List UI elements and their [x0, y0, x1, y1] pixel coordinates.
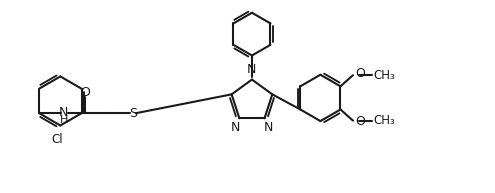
Text: N: N [59, 106, 68, 119]
Text: Cl: Cl [51, 134, 62, 146]
Text: N: N [264, 121, 273, 134]
Text: CH₃: CH₃ [373, 69, 395, 82]
Text: N: N [231, 121, 240, 134]
Text: CH₃: CH₃ [373, 114, 395, 127]
Text: O: O [355, 67, 365, 80]
Text: H: H [59, 115, 68, 125]
Text: N: N [247, 63, 256, 76]
Text: O: O [81, 86, 91, 99]
Text: S: S [129, 107, 137, 120]
Text: O: O [355, 115, 365, 129]
